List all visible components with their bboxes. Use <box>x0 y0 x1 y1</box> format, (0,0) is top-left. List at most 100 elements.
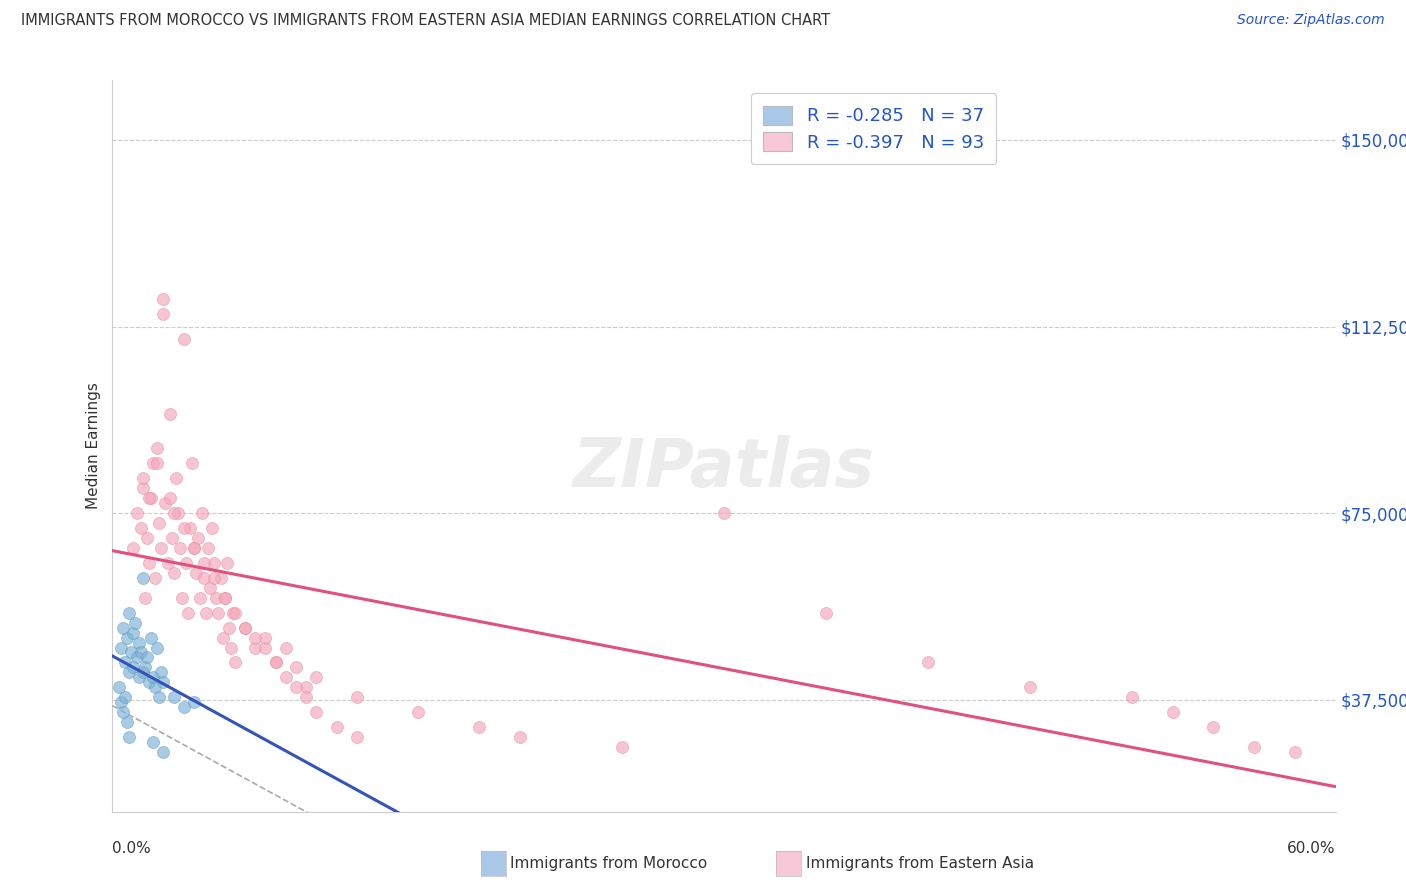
Point <box>166 506 188 520</box>
Y-axis label: Median Earnings: Median Earnings <box>86 383 101 509</box>
Point <box>509 730 531 744</box>
Point <box>408 705 430 719</box>
Text: Source: ZipAtlas.com: Source: ZipAtlas.com <box>1237 13 1385 28</box>
Point <box>159 491 181 506</box>
Point <box>128 635 150 649</box>
Point <box>173 332 195 346</box>
Point <box>132 481 155 495</box>
Point <box>118 665 141 680</box>
Text: 60.0%: 60.0% <box>1288 841 1336 856</box>
Point <box>146 457 169 471</box>
Point <box>295 681 318 695</box>
Point <box>245 631 267 645</box>
Point <box>138 491 160 506</box>
Point <box>146 640 169 655</box>
Point <box>264 656 287 670</box>
Point <box>181 457 204 471</box>
Point <box>346 690 368 705</box>
Point <box>233 621 256 635</box>
Point <box>187 531 209 545</box>
Point <box>224 606 246 620</box>
Point <box>142 735 165 749</box>
Point <box>148 690 170 705</box>
Point <box>917 656 939 670</box>
Point <box>284 660 308 674</box>
Point <box>184 566 207 580</box>
Point <box>1161 705 1184 719</box>
Point <box>132 665 155 680</box>
Point <box>170 591 193 605</box>
Point <box>214 591 236 605</box>
Point <box>163 566 186 580</box>
Point <box>118 730 141 744</box>
Point <box>274 640 297 655</box>
Point <box>1284 745 1306 759</box>
Point <box>114 656 136 670</box>
Point <box>125 650 148 665</box>
Point <box>174 556 197 570</box>
Point <box>163 690 186 705</box>
Point <box>111 621 134 635</box>
Point <box>305 705 328 719</box>
Point <box>120 645 142 659</box>
Point <box>183 541 205 555</box>
Point <box>326 720 349 734</box>
Point <box>142 457 165 471</box>
Point <box>132 471 155 485</box>
Point <box>204 571 226 585</box>
Point <box>815 606 838 620</box>
Point <box>204 556 226 570</box>
Point <box>143 681 166 695</box>
Point <box>201 521 224 535</box>
Point <box>1018 681 1040 695</box>
Point <box>122 660 145 674</box>
Point <box>118 606 141 620</box>
Point <box>152 307 174 321</box>
Point <box>214 591 236 605</box>
Point <box>219 640 242 655</box>
Point <box>124 615 146 630</box>
Point <box>610 739 633 754</box>
Point <box>173 700 195 714</box>
Point <box>193 556 215 570</box>
Point <box>160 531 183 545</box>
Point <box>346 730 368 744</box>
Point <box>115 631 138 645</box>
Point <box>150 541 173 555</box>
Point <box>211 631 233 645</box>
Point <box>169 541 191 555</box>
Point <box>156 556 179 570</box>
Point <box>193 571 215 585</box>
Point <box>138 675 160 690</box>
Point <box>177 606 200 620</box>
Point <box>129 645 152 659</box>
Point <box>110 640 132 655</box>
Point <box>136 531 159 545</box>
Text: IMMIGRANTS FROM MOROCCO VS IMMIGRANTS FROM EASTERN ASIA MEDIAN EARNINGS CORRELAT: IMMIGRANTS FROM MOROCCO VS IMMIGRANTS FR… <box>21 13 830 29</box>
Point <box>136 650 159 665</box>
Point <box>468 720 491 734</box>
Point <box>122 541 145 555</box>
Point <box>159 407 181 421</box>
Point <box>183 541 205 555</box>
Legend: R = -0.285   N = 37, R = -0.397   N = 93: R = -0.285 N = 37, R = -0.397 N = 93 <box>751 93 997 164</box>
Point <box>132 571 155 585</box>
Point <box>305 670 328 684</box>
Point <box>143 571 166 585</box>
Point <box>188 591 211 605</box>
Point <box>107 681 129 695</box>
Point <box>146 442 169 456</box>
Point <box>233 621 256 635</box>
Point <box>111 705 134 719</box>
Point <box>200 581 222 595</box>
Point <box>141 631 163 645</box>
Point <box>205 591 228 605</box>
Point <box>1202 720 1225 734</box>
Point <box>713 506 735 520</box>
Point <box>254 640 277 655</box>
Point <box>274 670 297 684</box>
Point <box>122 625 145 640</box>
Point <box>114 690 136 705</box>
Point <box>183 695 205 709</box>
Point <box>191 506 214 520</box>
